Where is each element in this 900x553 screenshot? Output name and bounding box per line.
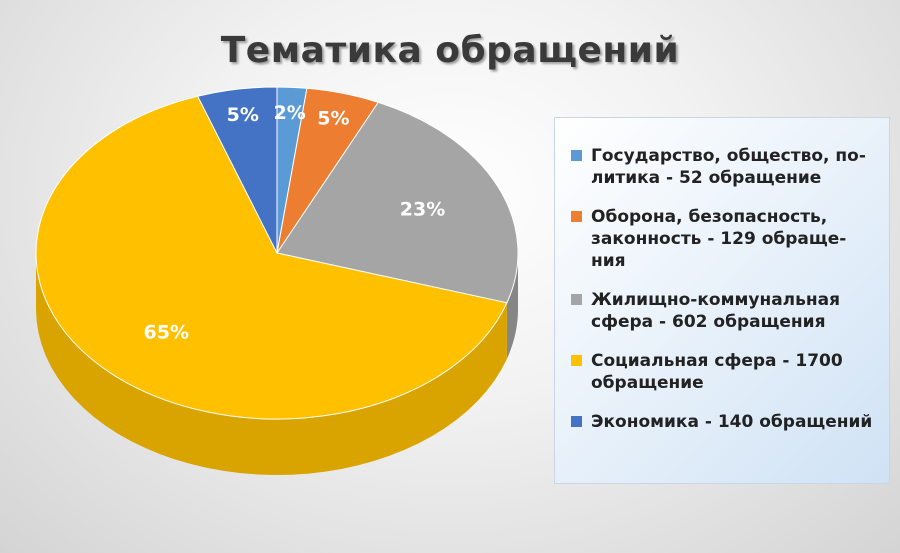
legend-swatch [571,294,582,305]
legend-label-line: литика - 52 обращение [591,168,822,188]
pie-label-2: 23% [400,199,445,221]
legend-swatch [571,355,582,366]
legend-label-line: Оборона, безопасность, [591,207,828,227]
pie-label-0: 2% [274,102,306,124]
legend-label-line: сфера - 602 обращения [591,312,826,332]
legend: Государство, общество, по-литика - 52 об… [554,117,890,484]
pie-slice-4 [196,86,278,254]
pie-slice-3 [35,95,508,420]
legend-label-line: ния [591,251,626,271]
pie-top-slices [35,86,519,420]
legend-label-line: Экономика - 140 обращений [591,412,873,432]
legend-label-line: Жилищно-коммунальная [591,290,840,310]
legend-item: Жилищно-коммунальная сфера - 602 обращени… [569,289,877,333]
pie-label-3: 65% [144,322,189,344]
legend-label-line: Социальная сфера - 1700 [591,351,843,371]
pie-slice-2 [276,101,519,304]
chart-title: Тематика обращений [220,30,680,71]
pie-label-4: 5% [227,104,259,126]
pie-percent-labels: 2% 5% 23% 65% 5% [144,102,446,343]
legend-swatch [571,211,582,222]
legend-swatch [571,150,582,161]
pie-label-1: 5% [317,107,349,129]
legend-label-line: обращение [591,373,704,393]
legend-item: Государство, общество, по-литика - 52 об… [569,145,877,189]
legend-label-line: законность - 129 обраще- [591,229,847,249]
legend-swatch [571,416,582,427]
legend-item: Социальная сфера - 1700 обращение [569,350,877,394]
pie-side-3 [36,253,507,475]
legend-item: Оборона, безопасность, законность - 129 о… [569,206,877,272]
legend-label-line: Государство, общество, по- [591,146,866,166]
legend-item: Экономика - 140 обращений [569,411,877,433]
